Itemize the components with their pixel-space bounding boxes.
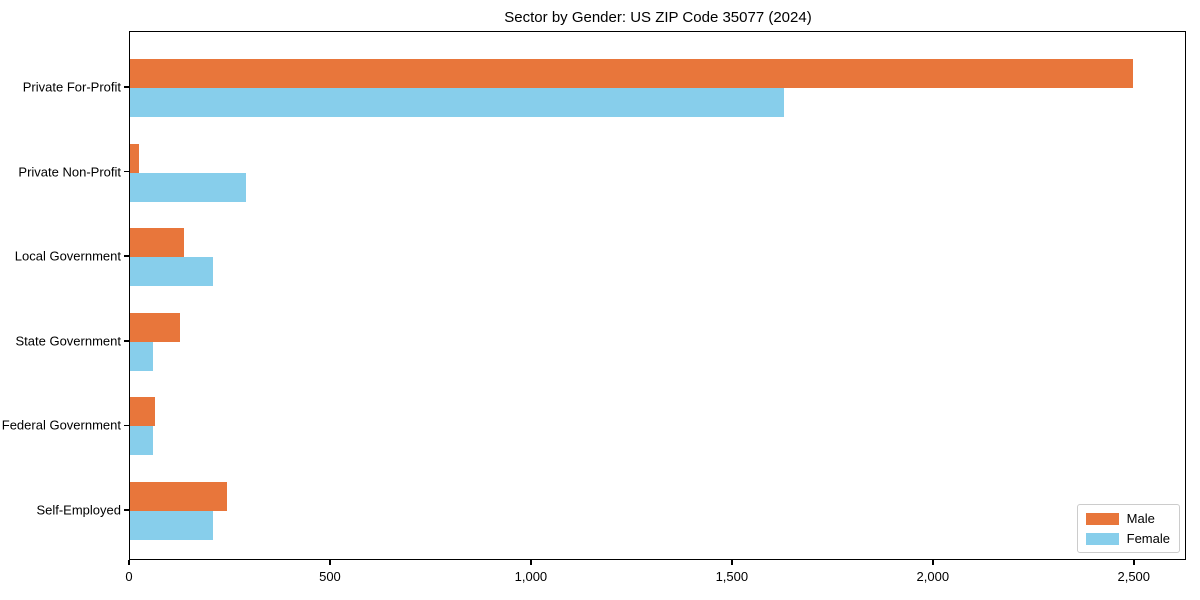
- bar-male-local-government: [130, 228, 184, 258]
- bar-female-self-employed: [130, 511, 214, 540]
- bar-male-self-employed: [130, 482, 227, 511]
- bar-male-state-government: [130, 312, 180, 342]
- xtick-mark: [530, 560, 532, 565]
- ytick-label-private-non-profit: Private Non-Profit: [18, 164, 121, 180]
- male-series-swatch: [1085, 512, 1119, 525]
- ytick-label-local-government: Local Government: [14, 248, 121, 264]
- xtick-mark: [1133, 560, 1135, 565]
- ytick-mark: [124, 340, 129, 342]
- bar-female-federal-government: [130, 426, 153, 456]
- legend-label-male: Male: [1126, 511, 1155, 526]
- ytick-label-federal-government: Federal Government: [1, 417, 121, 433]
- bar-female-local-government: [130, 257, 214, 287]
- legend-entry-male: Male: [1085, 511, 1170, 526]
- xtick-label-0: 0: [125, 569, 133, 584]
- xtick-label-1500: 1,500: [715, 569, 749, 584]
- chart-title: Sector by Gender: US ZIP Code 35077 (202…: [504, 9, 812, 26]
- ytick-mark: [124, 86, 129, 88]
- ytick-mark: [124, 170, 129, 173]
- bar-female-state-government: [130, 341, 153, 371]
- bar-male-private-non-profit: [130, 143, 140, 173]
- bar-male-private-for-profit: [130, 59, 1134, 88]
- xtick-label-2500: 2,500: [1117, 569, 1151, 584]
- bar-female-private-non-profit: [130, 172, 246, 202]
- ytick-label-self-employed: Self-Employed: [36, 502, 121, 518]
- xtick-mark: [329, 560, 331, 565]
- ytick-label-private-for-profit: Private For-Profit: [22, 79, 121, 95]
- legend: Male Female: [1076, 504, 1180, 553]
- xtick-label-1000: 1,000: [514, 569, 548, 584]
- ytick-mark: [124, 255, 129, 257]
- xtick-label-500: 500: [319, 569, 341, 584]
- xtick-label-2000: 2,000: [916, 569, 950, 584]
- plot-area: Male Female: [129, 31, 1186, 560]
- bar-male-federal-government: [130, 397, 155, 427]
- xtick-mark: [731, 560, 733, 565]
- ytick-mark: [124, 509, 129, 511]
- bar-female-private-for-profit: [130, 88, 784, 117]
- legend-entry-female: Female: [1085, 531, 1170, 546]
- legend-label-female: Female: [1126, 531, 1170, 546]
- ytick-mark: [124, 424, 129, 427]
- xtick-mark: [932, 560, 934, 565]
- xtick-mark: [128, 560, 130, 565]
- female-series-swatch: [1085, 532, 1119, 545]
- ytick-label-state-government: State Government: [15, 333, 122, 349]
